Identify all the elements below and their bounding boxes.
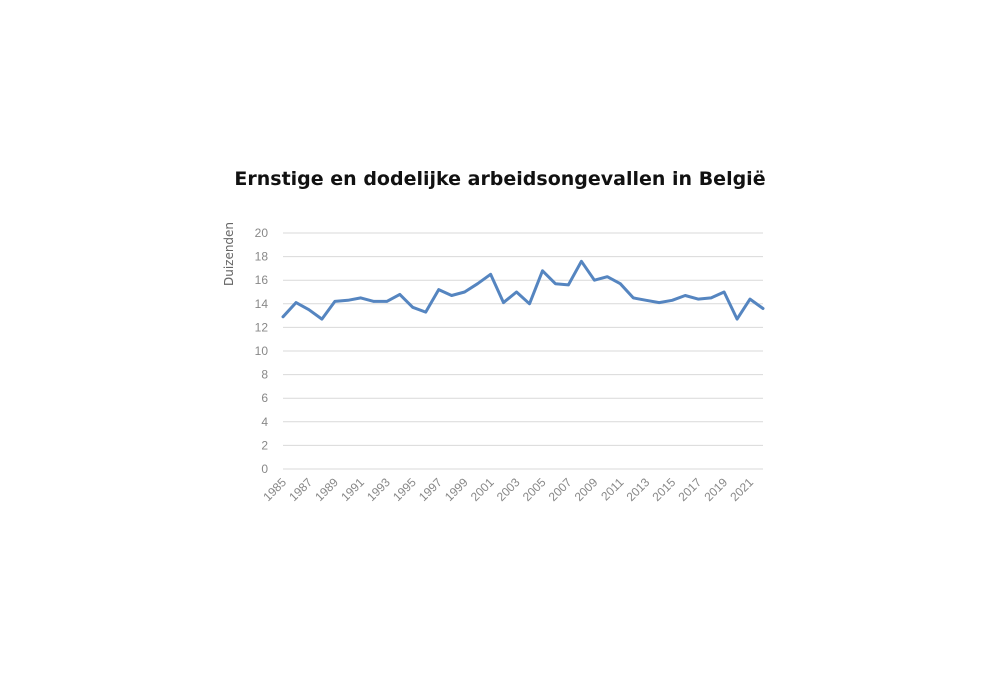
data-point <box>722 290 726 294</box>
data-point <box>502 301 505 304</box>
data-point <box>645 299 648 302</box>
data-point <box>606 275 609 278</box>
x-tick-label: 2001 <box>468 475 497 504</box>
x-tick-label: 2017 <box>675 475 704 504</box>
data-point <box>398 293 401 296</box>
data-point <box>528 302 531 305</box>
data-point <box>735 317 739 321</box>
data-point <box>593 279 596 282</box>
x-tick-label: 1993 <box>364 475 393 504</box>
data-point <box>709 296 713 300</box>
x-tick-label: 2013 <box>624 475 653 504</box>
data-point <box>411 306 414 309</box>
x-tick-label: 2009 <box>572 475 601 504</box>
x-tick-label: 2015 <box>650 475 679 504</box>
data-point <box>683 294 687 297</box>
x-tick-label: 2021 <box>727 475 756 504</box>
data-point <box>281 315 285 318</box>
data-point <box>476 282 479 285</box>
y-tick-label: 6 <box>261 391 268 405</box>
x-tick-label: 1995 <box>390 475 419 504</box>
x-tick-label: 1985 <box>260 475 289 504</box>
y-tick-label: 12 <box>255 320 269 334</box>
data-point <box>515 290 518 294</box>
data-point <box>670 299 674 302</box>
data-point <box>761 307 765 310</box>
y-tick-labels: 0 2 4 6 8 10 12 14 16 18 20 <box>255 226 269 476</box>
x-tick-label: 2019 <box>701 475 730 504</box>
y-tick-label: 18 <box>255 250 269 264</box>
y-tick-label: 16 <box>255 273 269 287</box>
x-tick-label: 2011 <box>598 475 626 503</box>
data-point <box>424 310 427 314</box>
data-point <box>541 269 544 272</box>
data-point <box>580 260 583 263</box>
y-tick-label: 0 <box>261 462 268 476</box>
data-point <box>567 283 570 287</box>
data-point <box>294 301 298 304</box>
x-tick-label: 1999 <box>442 475 471 504</box>
x-tick-label: 1989 <box>312 475 341 504</box>
x-tick-label: 2007 <box>546 475 575 504</box>
data-point <box>632 296 635 300</box>
series-line <box>281 259 765 321</box>
y-tick-label: 4 <box>261 415 268 429</box>
x-tick-label: 2003 <box>494 475 523 504</box>
data-point <box>372 300 376 303</box>
data-point <box>489 273 492 276</box>
y-tick-label: 20 <box>255 226 269 240</box>
data-point <box>554 282 557 285</box>
data-point <box>619 282 622 285</box>
data-point <box>320 317 324 321</box>
data-point <box>696 297 700 301</box>
data-point <box>359 296 363 300</box>
series-group <box>281 259 765 321</box>
chart-title: Ernstige en dodelijke arbeidsongevallen … <box>234 168 766 190</box>
y-tick-label: 10 <box>255 344 269 358</box>
y-tick-label: 8 <box>261 368 268 382</box>
x-tick-label: 2005 <box>520 475 549 504</box>
y-tick-label: 2 <box>261 438 268 452</box>
x-tick-label: 1987 <box>286 475 315 504</box>
data-point <box>437 288 440 291</box>
data-point <box>307 308 311 311</box>
x-tick-labels: 1985198719891991199319951997199920012003… <box>260 475 756 504</box>
y-tick-label: 14 <box>255 297 269 311</box>
data-point <box>748 297 752 301</box>
gridlines <box>283 232 763 470</box>
x-tick-label: 1997 <box>416 475 445 504</box>
data-point <box>463 290 466 294</box>
y-axis-label: Duizenden <box>222 222 236 286</box>
x-tick-label: 1991 <box>338 475 367 504</box>
data-point <box>450 294 453 297</box>
data-point <box>658 301 661 304</box>
data-point <box>385 300 388 303</box>
data-point <box>333 300 337 303</box>
data-point <box>346 299 350 302</box>
